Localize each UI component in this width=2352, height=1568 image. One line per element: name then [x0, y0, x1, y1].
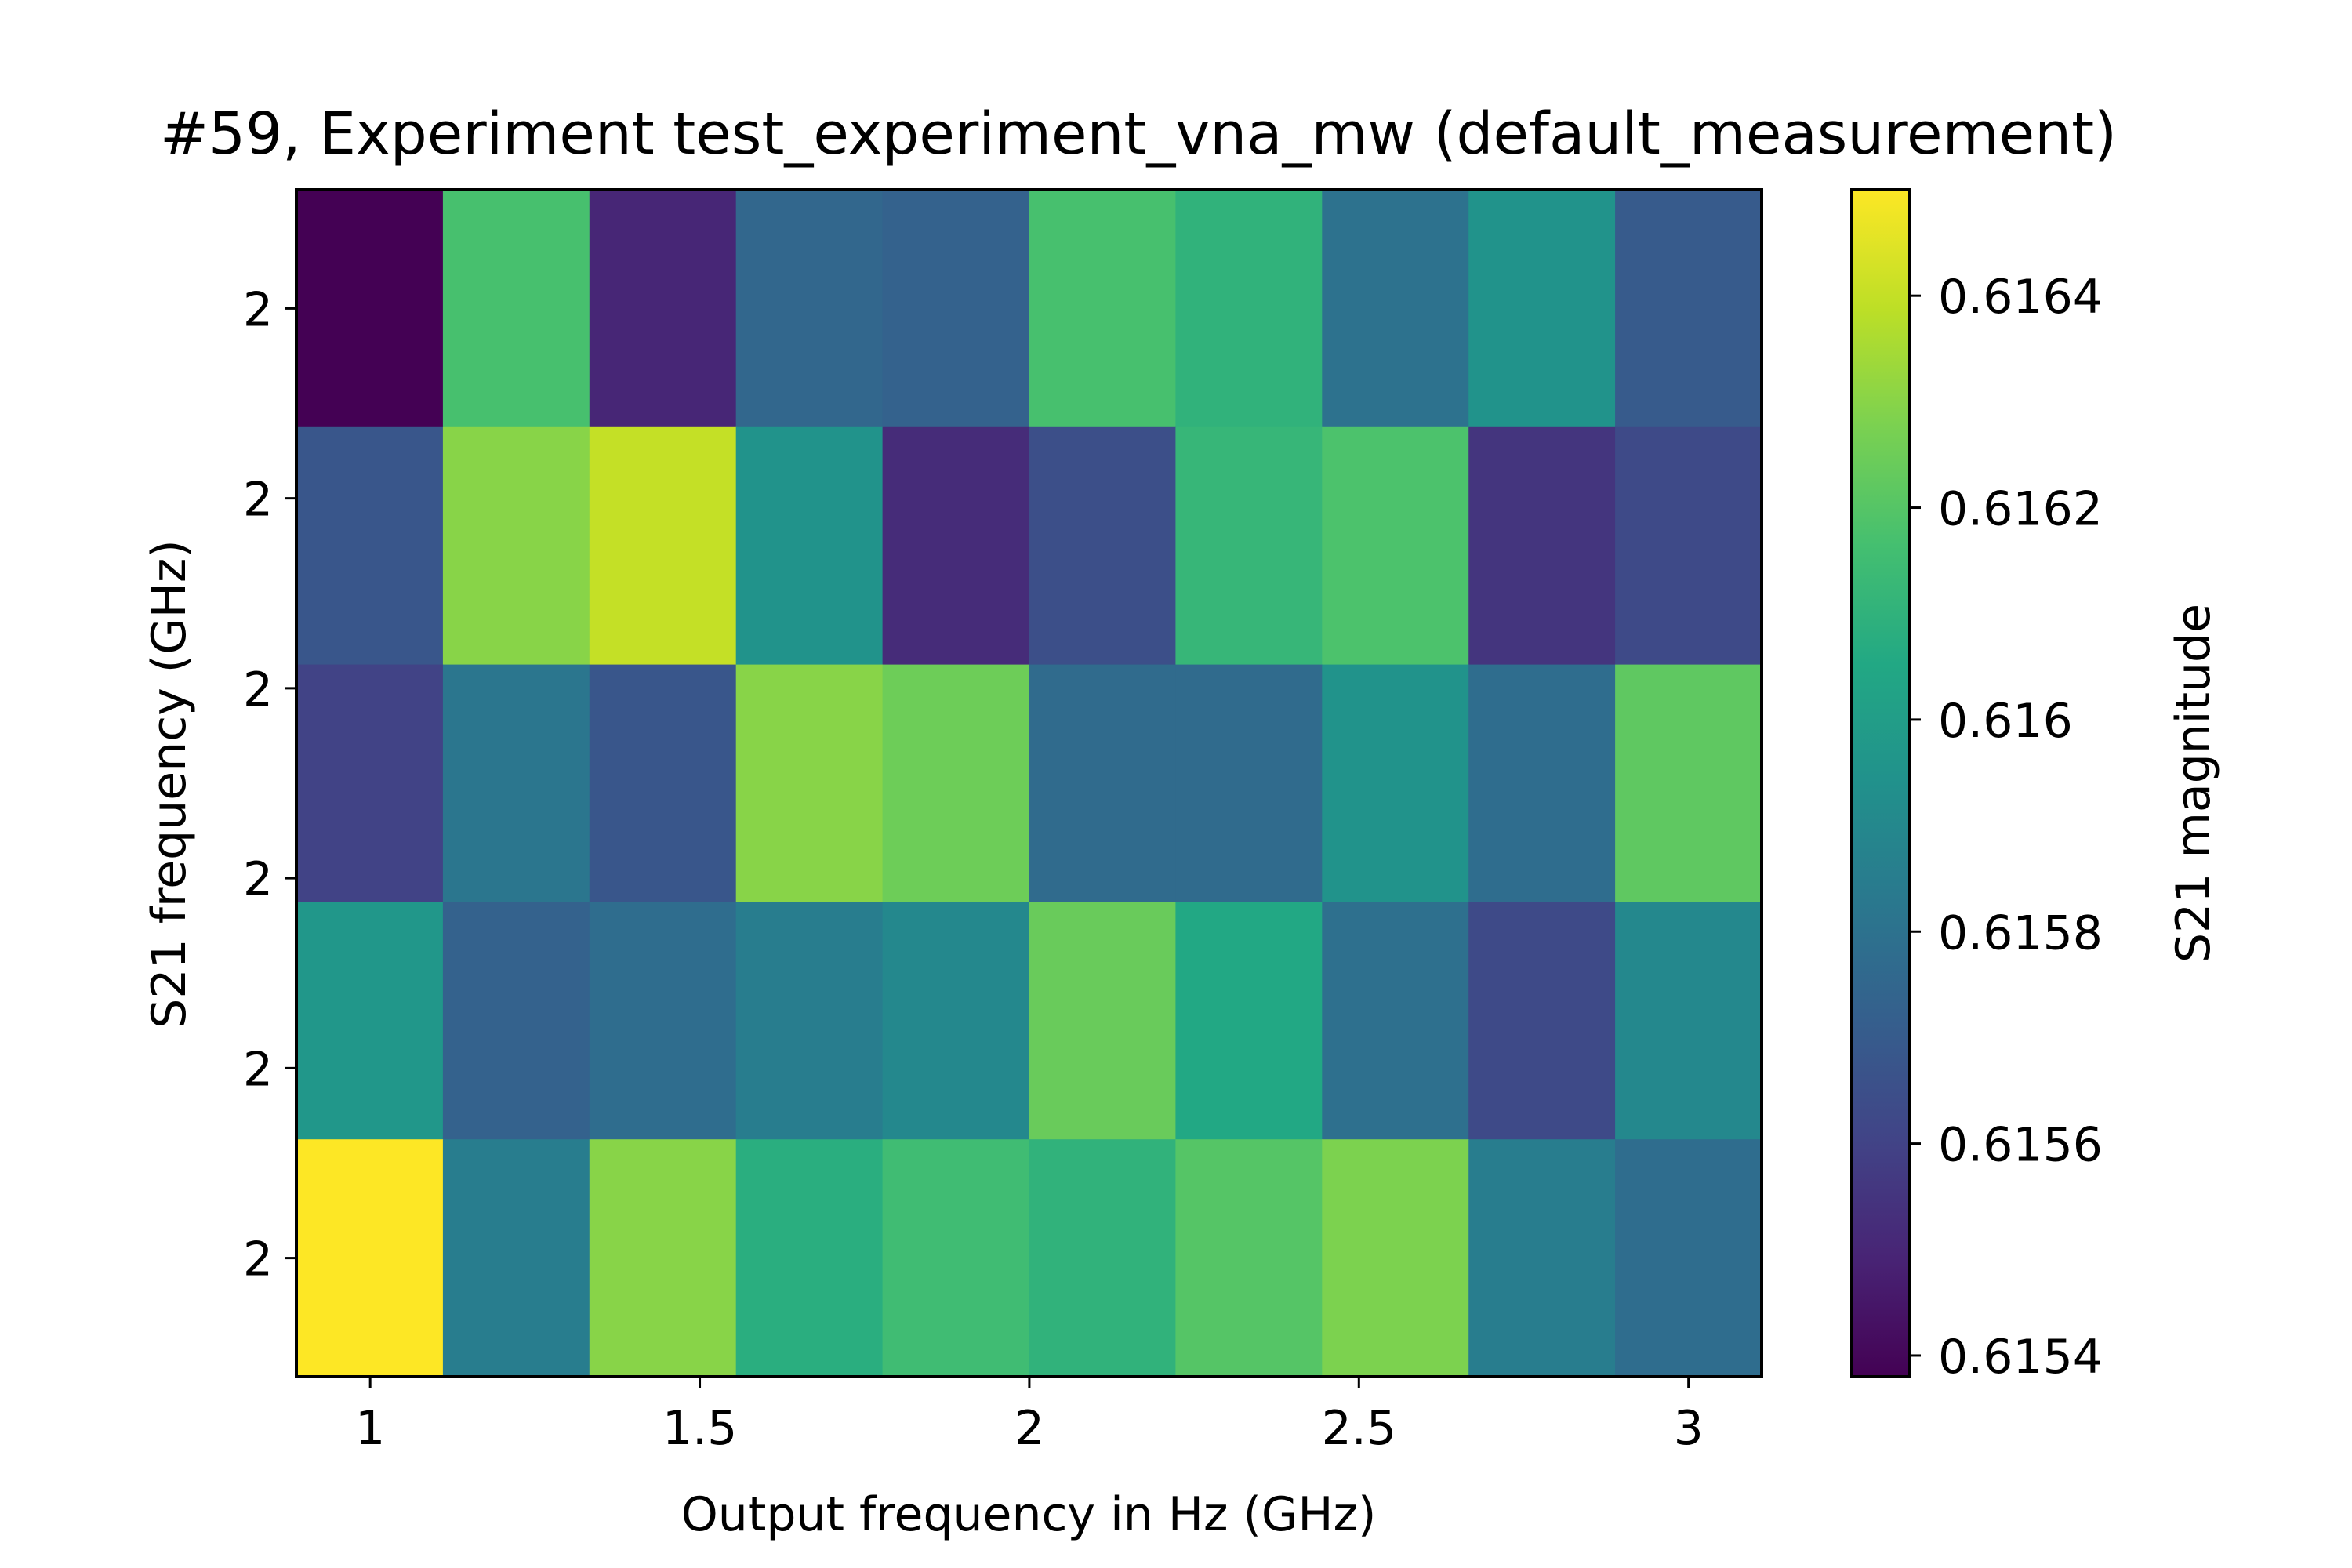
heatmap-cell	[882, 190, 1030, 428]
colorbar-frame	[1850, 188, 1911, 1378]
heatmap-cell	[1615, 664, 1762, 902]
heatmap-cell	[735, 902, 884, 1140]
heatmap-cell	[1468, 190, 1616, 428]
heatmap-cell	[1468, 664, 1616, 902]
y-tick-label: 2	[243, 662, 273, 717]
heatmap-cell	[1175, 902, 1323, 1140]
heatmap-cell	[882, 426, 1030, 666]
colorbar	[1852, 190, 1910, 1377]
heatmap-cell	[1615, 426, 1762, 666]
heatmap-cell	[1175, 426, 1323, 666]
heatmap-cell	[296, 664, 444, 902]
heatmap-cell	[1175, 190, 1323, 428]
heatmap-cell	[1615, 1139, 1762, 1377]
colorbar-tick-label: 0.6156	[1938, 1118, 2103, 1173]
colorbar-label: S21 magnitude	[2166, 604, 2221, 963]
heatmap-cell	[1322, 426, 1469, 666]
colorbar-tick-label: 0.6164	[1938, 270, 2103, 325]
heatmap-cell	[1029, 664, 1176, 902]
colorbar-tick-label: 0.616	[1938, 694, 2073, 749]
heatmap-cell	[735, 664, 884, 902]
heatmap-cell	[1468, 1139, 1616, 1377]
y-tick-label: 2	[243, 282, 273, 337]
heatmap-cell	[1468, 426, 1616, 666]
heatmap-cell	[589, 1139, 737, 1377]
heatmap-cell	[1175, 1139, 1323, 1377]
heatmap-cell	[735, 190, 884, 428]
heatmap-cell	[1175, 664, 1323, 902]
heatmap-cell	[1029, 190, 1176, 428]
heatmap-cell	[442, 1139, 590, 1377]
x-tick-label: 1.5	[662, 1401, 737, 1456]
colorbar-ticks: 0.6154 0.6156 0.6158 0.616 0.6162 0.6164	[1910, 270, 2103, 1385]
x-axis-ticks: 1 1.5 2 2.5 3	[355, 1377, 1704, 1456]
y-tick-label: 2	[243, 473, 273, 528]
colorbar-tick-label: 0.6162	[1938, 482, 2103, 537]
heatmap-cell	[296, 902, 444, 1140]
y-axis-label: S21 frequency (GHz)	[142, 539, 197, 1028]
heatmap-cell	[442, 902, 590, 1140]
heatmap-cell	[296, 1139, 444, 1377]
heatmap-cell	[882, 664, 1030, 902]
heatmap-cell	[589, 190, 737, 428]
heatmap-cell	[1468, 902, 1616, 1140]
y-tick-label: 2	[243, 1232, 273, 1287]
heatmap-cell	[1322, 190, 1469, 428]
x-axis-label: Output frequency in Hz (GHz)	[681, 1487, 1377, 1542]
y-tick-label: 2	[243, 852, 273, 907]
chart-title: #59, Experiment test_experiment_vna_mw (…	[160, 100, 2117, 168]
x-tick-label: 3	[1674, 1401, 1704, 1456]
heatmap-cells	[296, 190, 1762, 1377]
heatmap-cell	[589, 664, 737, 902]
heatmap-cell	[1322, 902, 1469, 1140]
heatmap-cell	[1029, 902, 1176, 1140]
heatmap-cell	[735, 1139, 884, 1377]
heatmap-cell	[1029, 1139, 1176, 1377]
heatmap-cell	[442, 426, 590, 666]
heatmap-cell	[735, 426, 884, 666]
y-axis-ticks: 2 2 2 2 2 2	[243, 282, 296, 1287]
heatmap-cell	[1029, 426, 1176, 666]
heatmap-cell	[1615, 902, 1762, 1140]
heatmap-cell	[589, 426, 737, 666]
heatmap-cell	[882, 1139, 1030, 1377]
heatmap-cell	[589, 902, 737, 1140]
heatmap-cell	[296, 426, 444, 666]
colorbar-tick-label: 0.6154	[1938, 1330, 2103, 1385]
heatmap-cell	[1615, 190, 1762, 428]
y-tick-label: 2	[243, 1042, 273, 1097]
heatmap-cell	[1322, 1139, 1469, 1377]
heatmap-cell	[882, 902, 1030, 1140]
x-tick-label: 2.5	[1322, 1401, 1396, 1456]
heatmap-cell	[296, 190, 444, 428]
x-tick-label: 1	[355, 1401, 385, 1456]
heatmap-cell	[1322, 664, 1469, 902]
heatmap-cell	[442, 190, 590, 428]
x-tick-label: 2	[1014, 1401, 1044, 1456]
heatmap-cell	[442, 664, 590, 902]
colorbar-tick-label: 0.6158	[1938, 906, 2103, 960]
